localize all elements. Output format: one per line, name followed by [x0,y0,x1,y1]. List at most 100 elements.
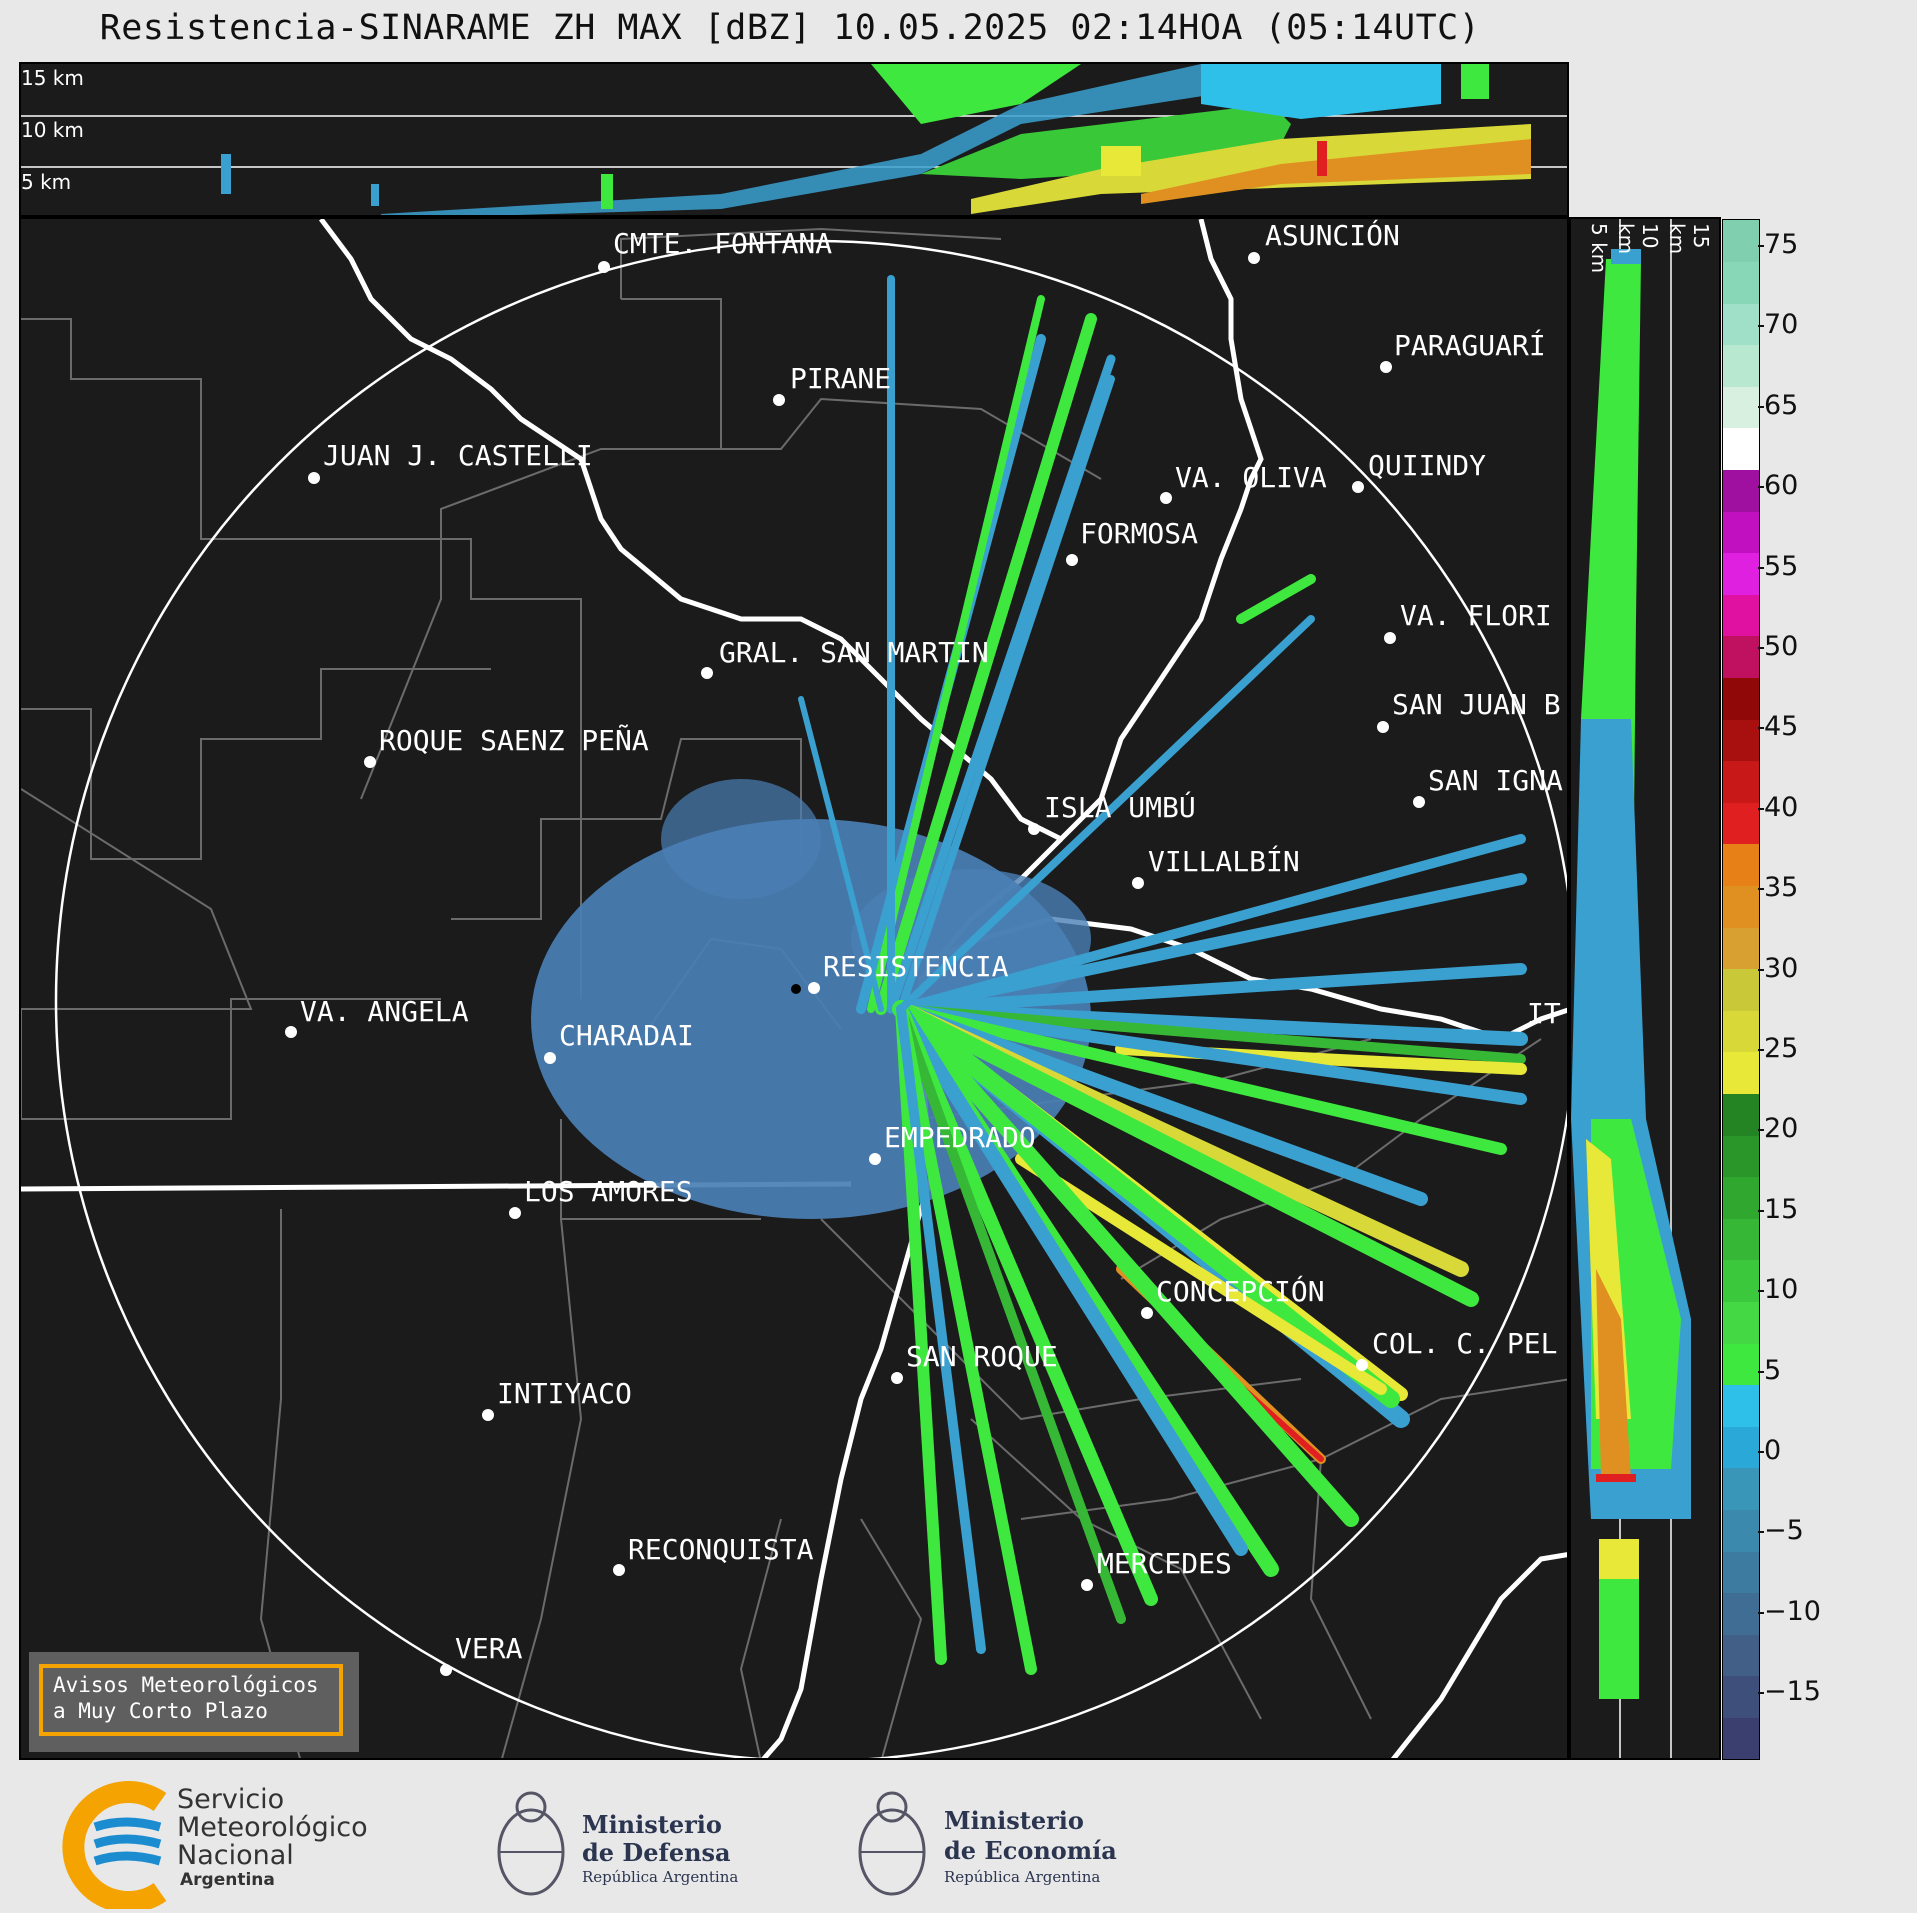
colorbar-segment [1723,552,1759,595]
city-dot-san-igna [1413,796,1425,808]
city-dot-gral-san-martin [701,667,713,679]
top-altitude-label-15: 15 km [21,66,84,90]
colorbar-segment [1723,1176,1759,1219]
footer-logos-svg [62,1781,926,1913]
economia-sub: República Argentina [944,1868,1101,1886]
city-dot-paraguari [1380,361,1392,373]
colorbar-segment [1723,927,1759,970]
colorbar-tick-label: −15 [1764,1676,1821,1708]
city-dot-formosa [1066,554,1078,566]
city-label-va-flori: VA. FLORI [1400,599,1552,632]
colorbar-tick-mark [1758,1209,1764,1212]
colorbar-tick-label: 5 [1764,1354,1782,1386]
city-label-roque-saenz-pena: ROQUE SAENZ PEÑA [379,724,649,757]
colorbar-tick-mark [1758,1370,1764,1373]
city-dot-col-c-pel [1356,1359,1368,1371]
city-label-resistencia: RESISTENCIA [823,950,1009,983]
colorbar-segment [1723,1010,1759,1053]
city-dot-resistencia [808,982,820,994]
city-label-concepcion: CONCEPCIÓN [1156,1275,1325,1308]
smn-line-2: Meteorológico [177,1812,368,1843]
footer: Servicio Meteorológico Nacional Argentin… [0,1762,1917,1913]
city-dot-juan-j-castelli [308,472,320,484]
city-label-empedrado: EMPEDRADO [884,1121,1036,1154]
colorbar-segment [1723,1259,1759,1302]
colorbar-tick-mark [1758,566,1764,569]
colorbar-tick-mark [1758,1451,1764,1453]
city-dot-isla-umbu [1028,823,1040,835]
city-dot-mercedes [1081,1579,1093,1591]
colorbar-tick-label: 55 [1764,550,1799,582]
top-altitude-label-10: 10 km [21,118,84,142]
colorbar-tick-label: 10 [1764,1274,1799,1306]
defensa-line-2: de Defensa [582,1838,731,1867]
side-altitude-label-15: 15 km [1665,223,1713,255]
colorbar-segment [1723,968,1759,1011]
side-cross-section-svg [1571,219,1691,1758]
defensa-line-1: Ministerio [582,1810,722,1839]
city-label-san-roque: SAN ROQUE [906,1340,1058,1373]
colorbar-tick-mark [1758,1290,1764,1293]
city-dot-roque-saenz-pena [364,756,376,768]
side-altitude-label-10: 10 km [1614,223,1662,255]
colorbar-tick-mark [1758,1611,1764,1614]
colorbar-tick-label: −10 [1764,1595,1821,1627]
city-dot-reconquista [613,1564,625,1576]
city-label-gral-san-martin: GRAL. SAN MARTIN [719,636,989,669]
city-dot-intiyaco [482,1409,494,1421]
colorbar-tick-label: 45 [1764,711,1799,743]
defensa-sub: República Argentina [582,1868,739,1886]
economia-line-1: Ministerio [944,1806,1084,1835]
city-label-villalbin: VILLALBÍN [1148,845,1300,878]
colorbar-segment [1723,719,1759,762]
radar-echo-rays [798,275,1528,1675]
economia-line-2: de Economía [944,1836,1117,1865]
smn-logo-icon [62,1781,167,1913]
colorbar-segment [1723,635,1759,679]
colorbar-segment [1723,344,1759,387]
warning-line-2: a Muy Corto Plazo [53,1699,268,1723]
city-label-formosa: FORMOSA [1080,517,1199,550]
city-dot-san-roque [891,1372,903,1384]
colorbar-tick-label: 60 [1764,470,1799,502]
warning-box: Avisos Meteorológicos a Muy Corto Plazo [29,1652,359,1752]
colorbar-segment [1723,1551,1759,1594]
city-label-isla-umbu: ISLA UMBÚ [1044,791,1196,824]
colorbar-segment [1723,261,1759,304]
colorbar-segment [1723,760,1759,803]
city-label-paraguari: PARAGUARÍ [1394,329,1546,362]
colorbar-tick-mark [1758,1531,1764,1534]
city-label-mercedes: MERCEDES [1097,1547,1232,1580]
colorbar-segment [1723,220,1759,263]
city-dot-asuncion [1248,252,1260,264]
colorbar-segment [1723,1218,1759,1261]
city-label-va-oliva: VA. OLIVA [1175,461,1327,494]
city-dot-va-flori [1384,632,1396,644]
colorbar-tick-mark [1758,888,1764,891]
top-altitude-label-5: 5 km [21,170,72,194]
city-label-cmte-fontana: CMTE. FONTANA [613,227,833,260]
colorbar-tick-mark [1758,727,1764,730]
colorbar-tick-label: 70 [1764,309,1799,341]
colorbar-tick-mark [1758,807,1764,810]
colorbar-segment [1723,1467,1759,1510]
colorbar-segment [1723,427,1759,471]
colorbar-tick-label: 65 [1764,389,1799,421]
colorbar-tick-label: 50 [1764,631,1799,662]
colorbar-segment [1723,1051,1759,1094]
colorbar-tick-mark [1758,325,1764,328]
side-cross-section-panel: 5 km 10 km 15 km [1569,217,1721,1760]
radar-map-panel[interactable]: CMTE. FONTANA ASUNCIÓN PIRANE PARAGUARÍ … [19,217,1569,1760]
smn-line-4: Argentina [180,1870,275,1890]
city-label-va-angela: VA. ANGELA [300,995,469,1028]
smn-line-1: Servicio [177,1784,285,1815]
city-label-quiindy: QUIINDY [1368,449,1487,482]
colorbar-segment [1723,1343,1759,1386]
colorbar-segment [1723,511,1759,554]
top-cross-section-panel: 15 km 10 km 5 km [19,62,1569,217]
economia-coat-of-arms-icon [858,1791,926,1896]
city-dot-villalbin [1132,877,1144,889]
city-dot-concepcion [1141,1307,1153,1319]
colorbar-segment [1723,1509,1759,1552]
city-label-vera: VERA [455,1632,523,1665]
